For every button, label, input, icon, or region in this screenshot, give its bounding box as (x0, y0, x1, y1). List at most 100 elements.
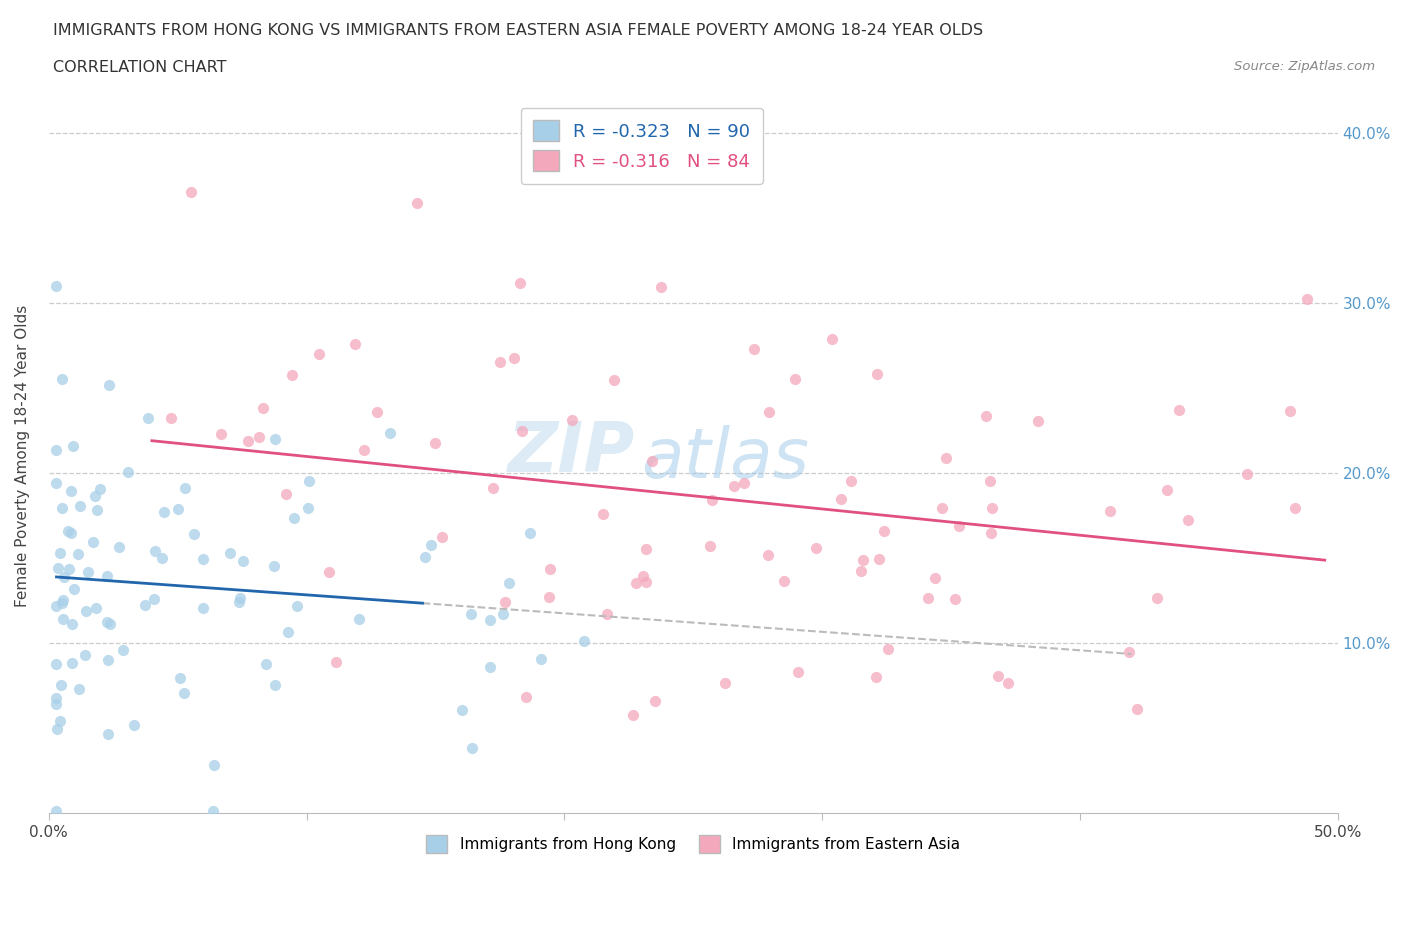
Point (1026, 414, 1049, 429)
Point (841, 473, 863, 488)
Point (263, 558, 285, 573)
Point (820, 331, 842, 346)
Point (152, 551, 174, 565)
Point (509, 275, 531, 290)
Point (63, 581, 86, 596)
Point (479, 613, 502, 628)
Point (60, 617, 83, 631)
Point (134, 598, 156, 613)
Point (432, 529, 454, 544)
Point (229, 591, 252, 605)
Point (202, 757, 225, 772)
Point (173, 481, 195, 496)
Point (481, 481, 503, 496)
Point (744, 342, 766, 357)
Point (876, 642, 898, 657)
Point (366, 405, 388, 419)
Point (297, 501, 319, 516)
Point (640, 453, 662, 468)
Point (519, 525, 541, 540)
Point (169, 671, 191, 685)
Text: CORRELATION CHART: CORRELATION CHART (53, 60, 226, 75)
Point (143, 543, 166, 558)
Point (713, 675, 735, 690)
Point (193, 551, 215, 566)
Point (621, 708, 644, 723)
Point (143, 591, 166, 606)
Point (136, 411, 159, 426)
Point (1278, 404, 1301, 418)
Point (492, 606, 515, 621)
Point (318, 565, 340, 579)
Point (1177, 512, 1199, 527)
Point (75, 603, 97, 618)
Point (917, 591, 939, 605)
Point (1295, 292, 1317, 307)
Point (45, 697, 67, 711)
Point (538, 562, 561, 577)
Point (191, 601, 214, 616)
Point (51, 501, 73, 516)
Point (631, 569, 654, 584)
Point (935, 450, 957, 465)
Point (869, 551, 891, 566)
Point (183, 526, 205, 541)
Point (56, 524, 79, 538)
Point (783, 371, 806, 386)
Point (45, 443, 67, 458)
Text: atlas: atlas (641, 425, 810, 492)
Point (347, 611, 370, 626)
Point (45, 690, 67, 705)
Point (238, 433, 260, 448)
Point (49, 678, 72, 693)
Point (494, 594, 516, 609)
Point (60, 525, 83, 540)
Point (167, 501, 190, 516)
Point (51, 596, 73, 611)
Point (97, 653, 120, 668)
Point (852, 552, 875, 567)
Point (515, 689, 537, 704)
Point (865, 670, 887, 684)
Point (873, 524, 896, 538)
Point (52, 593, 75, 608)
Point (1236, 467, 1258, 482)
Point (987, 669, 1010, 684)
Point (758, 548, 780, 563)
Point (52, 612, 75, 627)
Point (924, 571, 946, 586)
Point (48, 545, 70, 560)
Point (218, 546, 240, 561)
Point (1156, 483, 1178, 498)
Point (460, 606, 482, 621)
Point (530, 651, 553, 666)
Point (948, 519, 970, 534)
Point (498, 576, 520, 591)
Point (53, 569, 76, 584)
Point (997, 676, 1019, 691)
Point (86, 502, 108, 517)
Point (866, 366, 889, 381)
Point (344, 337, 367, 352)
Point (460, 741, 482, 756)
Point (450, 703, 472, 718)
Point (48, 713, 70, 728)
Point (263, 677, 285, 692)
Point (650, 280, 672, 295)
Point (45, 599, 67, 614)
Point (77, 565, 100, 579)
Point (596, 606, 619, 621)
Point (98, 378, 121, 392)
Point (98, 617, 121, 631)
Point (122, 717, 145, 732)
Point (980, 525, 1002, 540)
Point (45, 475, 67, 490)
Point (702, 493, 724, 508)
Point (173, 686, 195, 701)
Point (60, 656, 83, 671)
Text: IMMIGRANTS FROM HONG KONG VS IMMIGRANTS FROM EASTERN ASIA FEMALE POVERTY AMONG 1: IMMIGRANTS FROM HONG KONG VS IMMIGRANTS … (53, 23, 984, 38)
Point (97, 726, 120, 741)
Point (981, 501, 1004, 516)
Point (1126, 702, 1149, 717)
Point (1099, 503, 1122, 518)
